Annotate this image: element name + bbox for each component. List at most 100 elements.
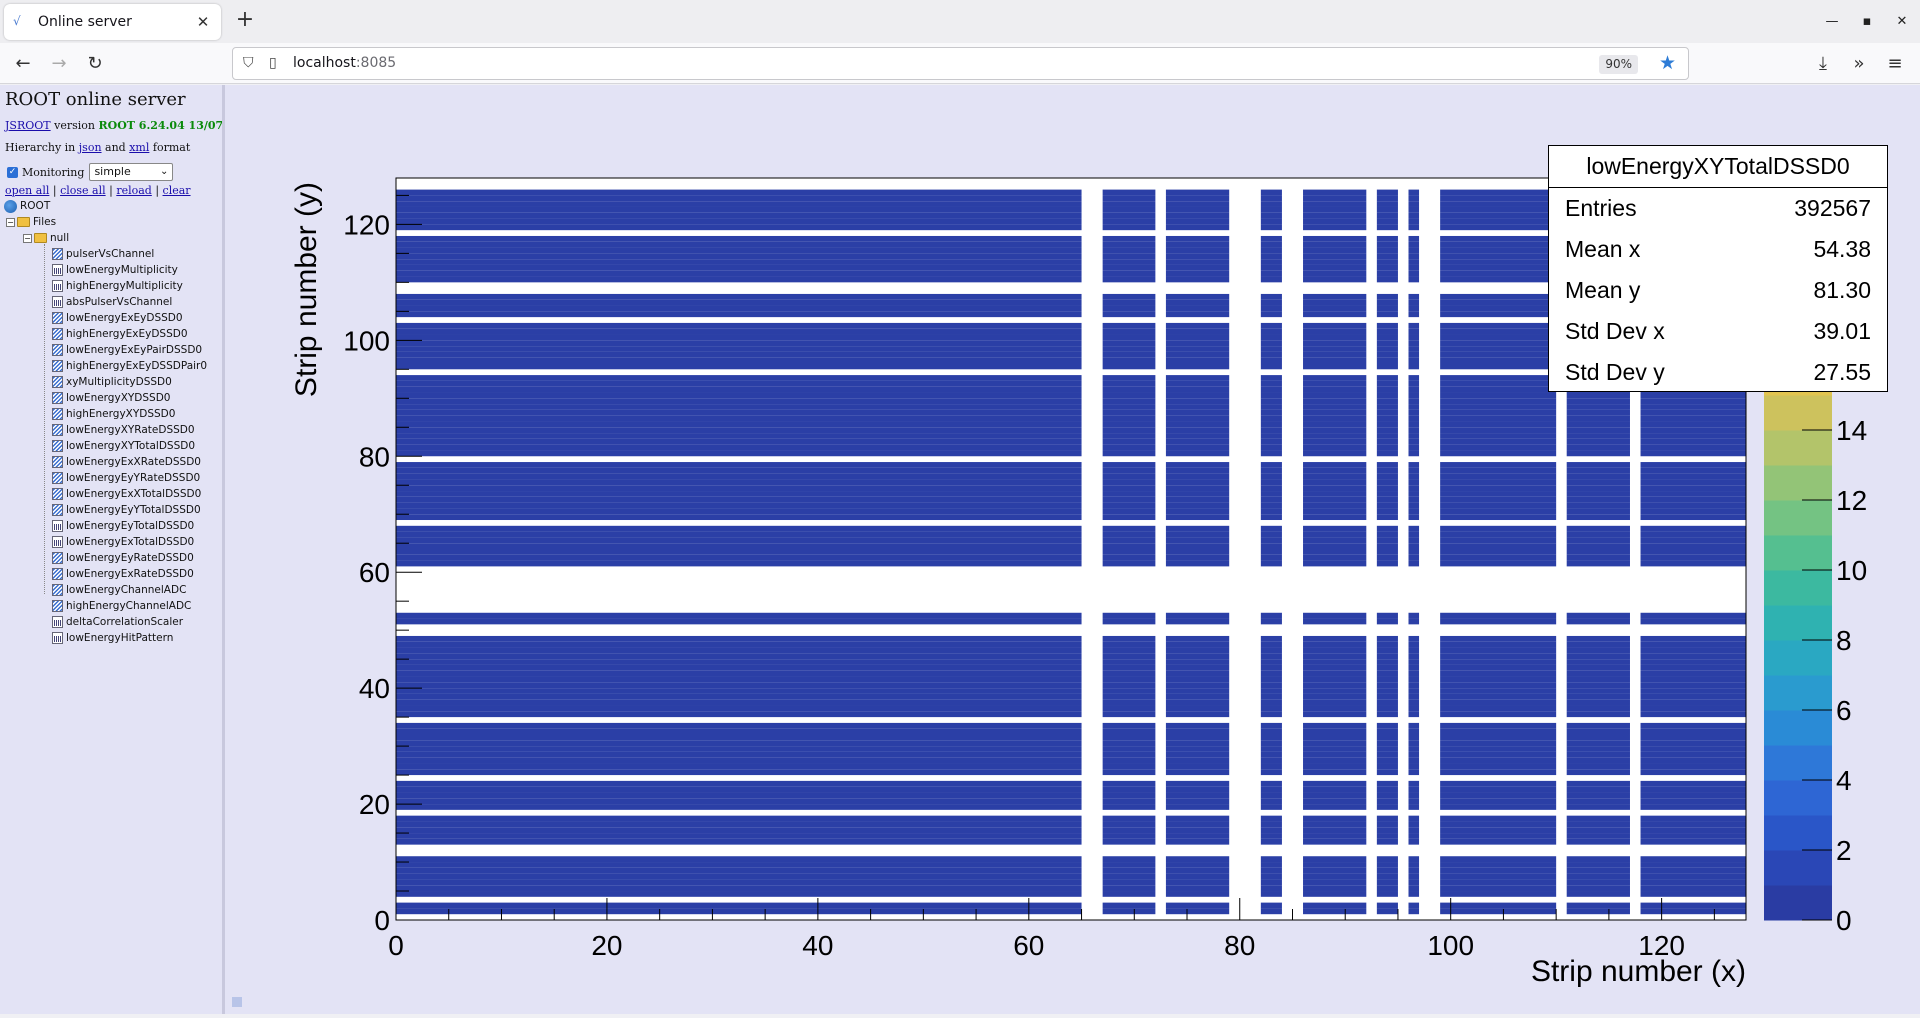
tree-item-lowEnergyEyYRateDSSD0[interactable]: lowEnergyEyYRateDSSD0: [52, 470, 200, 486]
url-bar[interactable]: ⛉ ▯ localhost:8085 90% ★: [232, 47, 1689, 80]
plot-canvas[interactable]: 0 20 40 60 80 100 120 0 20 40 60 80 100 120 Strip nu…: [228, 85, 1920, 1014]
back-arrow-icon[interactable]: ←: [15, 53, 31, 74]
json-link[interactable]: json: [78, 141, 102, 154]
shield-icon[interactable]: ⛉: [243, 55, 254, 71]
heatmap-bin: [1303, 259, 1367, 265]
tree-node-root[interactable]: ROOT: [4, 198, 50, 214]
heatmap-bin: [1440, 746, 1557, 752]
tree-item-highEnergyExEyDSSDPair0[interactable]: highEnergyExEyDSSDPair0: [52, 358, 207, 374]
maximize-icon[interactable]: ▪: [1862, 14, 1872, 29]
heatmap-bin: [1440, 879, 1557, 886]
window-close-icon[interactable]: ✕: [1896, 14, 1908, 29]
tab-online-server[interactable]: √ Online server ✕: [4, 4, 221, 40]
tree-node-null[interactable]: − null: [23, 230, 69, 246]
open-all-link[interactable]: open all: [5, 184, 50, 197]
tree-item-deltaCorrelationScaler[interactable]: deltaCorrelationScaler: [52, 614, 183, 630]
tree-item-lowEnergyExRateDSSD0[interactable]: lowEnergyExRateDSSD0: [52, 566, 194, 582]
heatmap-bin: [1102, 693, 1156, 700]
heatmap-bin: [1102, 635, 1156, 642]
stats-label: Mean y: [1565, 277, 1641, 303]
tree-item-absPulserVsChannel[interactable]: absPulserVsChannel: [52, 294, 172, 310]
bookmark-star-icon[interactable]: ★: [1658, 52, 1676, 74]
tree-item-lowEnergyExEyDSSD0[interactable]: lowEnergyExEyDSSD0: [52, 310, 183, 326]
heatmap-bin: [1440, 375, 1557, 381]
heatmap-bin: [1303, 415, 1367, 422]
stats-row: Mean x 54.38: [1549, 229, 1887, 270]
reload-link[interactable]: reload: [116, 184, 152, 197]
tree-node-files[interactable]: − Files: [6, 214, 56, 230]
heatmap-bin: [1440, 496, 1557, 503]
tree-item-lowEnergyExTotalDSSD0[interactable]: lowEnergyExTotalDSSD0: [52, 534, 194, 550]
heatmap-bin: [1566, 734, 1630, 741]
heatmap-bin: [1408, 259, 1420, 265]
tree-item-highEnergyExEyDSSD0[interactable]: highEnergyExEyDSSD0: [52, 326, 188, 342]
download-icon[interactable]: ⤓: [1819, 53, 1827, 74]
stats-box[interactable]: lowEnergyXYTotalDSSD0 Entries 392567 Mean …: [1548, 145, 1888, 392]
heatmap-bin: [1165, 722, 1230, 729]
heatmap-bin: [1102, 699, 1156, 706]
tree-item-pulserVsChannel[interactable]: pulserVsChannel: [52, 246, 154, 262]
heatmap-bin: [1165, 386, 1230, 393]
heatmap-bin: [1165, 421, 1230, 428]
heatmap-bin: [1376, 786, 1398, 793]
heatmap-bin: [1408, 386, 1420, 393]
heatmap-bin: [1640, 722, 1746, 729]
collapse-icon[interactable]: −: [23, 233, 32, 243]
reload-icon[interactable]: ↻: [87, 53, 103, 74]
clear-link[interactable]: clear: [162, 184, 191, 197]
tree-item-lowEnergyHitPattern[interactable]: lowEnergyHitPattern: [52, 630, 173, 646]
monitoring-mode-select[interactable]: simple ⌄: [89, 163, 174, 181]
page-icon[interactable]: ▯: [269, 55, 277, 71]
minimize-icon[interactable]: —: [1825, 14, 1839, 29]
heatmap-bin: [1303, 618, 1367, 625]
heatmap-bin: [1165, 757, 1230, 764]
heatmap-bin: [1408, 462, 1420, 468]
monitoring-checkbox[interactable]: ✓: [7, 166, 18, 178]
heatmap-bin: [1566, 908, 1630, 915]
heatmap-bin: [1566, 856, 1630, 863]
tree-item-lowEnergyMultiplicity[interactable]: lowEnergyMultiplicity: [52, 262, 178, 278]
tree-item-lowEnergyXYRateDSSD0[interactable]: lowEnergyXYRateDSSD0: [52, 422, 195, 438]
tree-item-xyMultiplicityDSSD0[interactable]: xyMultiplicityDSSD0: [52, 374, 172, 390]
zoom-badge[interactable]: 90%: [1599, 55, 1638, 74]
heatmap-bin: [1640, 398, 1746, 405]
stats-value: 27.55: [1813, 359, 1871, 385]
xml-link[interactable]: xml: [129, 141, 150, 154]
resize-handle[interactable]: [232, 997, 242, 1007]
close-all-link[interactable]: close all: [60, 184, 106, 197]
heatmap-bin: [1440, 409, 1557, 416]
heatmap-bin: [1376, 293, 1398, 300]
jsroot-link[interactable]: JSROOT: [5, 119, 51, 132]
heatmap-bin: [1165, 496, 1230, 503]
tree-item-lowEnergyExXRateDSSD0[interactable]: lowEnergyExXRateDSSD0: [52, 454, 201, 470]
tree-item-lowEnergyExXTotalDSSD0[interactable]: lowEnergyExXTotalDSSD0: [52, 486, 201, 502]
tree-item-lowEnergyEyRateDSSD0[interactable]: lowEnergyEyRateDSSD0: [52, 550, 194, 566]
heatmap-bin: [1408, 891, 1420, 897]
tree-item-lowEnergyEyYTotalDSSD0[interactable]: lowEnergyEyYTotalDSSD0: [52, 502, 201, 518]
tree-item-highEnergyChannelADC[interactable]: highEnergyChannelADC: [52, 598, 191, 614]
url-text[interactable]: localhost:8085: [293, 55, 396, 71]
tree-item-highEnergyXYDSSD0[interactable]: highEnergyXYDSSD0: [52, 406, 175, 422]
heatmap-bin: [1640, 786, 1746, 793]
tree-item-lowEnergyEyTotalDSSD0[interactable]: lowEnergyEyTotalDSSD0: [52, 518, 194, 534]
heatmap-bin: [1440, 253, 1557, 260]
monitoring-row: ✓ Monitoring simple ⌄: [7, 163, 174, 181]
tree-item-lowEnergyExEyPairDSSD0[interactable]: lowEnergyExEyPairDSSD0: [52, 342, 202, 358]
tree-item-lowEnergyXYDSSD0[interactable]: lowEnergyXYDSSD0: [52, 390, 170, 406]
heatmap-bin: [1303, 786, 1367, 793]
new-tab-button[interactable]: +: [235, 7, 255, 32]
close-icon[interactable]: ✕: [196, 13, 210, 31]
menu-icon[interactable]: ≡: [1887, 53, 1903, 74]
heatmap-bin: [1303, 769, 1367, 776]
heatmap-bin: [396, 479, 1082, 486]
tree-item-highEnergyMultiplicity[interactable]: highEnergyMultiplicity: [52, 278, 183, 294]
histogram-icon: [52, 296, 63, 308]
tree-item-lowEnergyChannelADC[interactable]: lowEnergyChannelADC: [52, 582, 186, 598]
tree-item-lowEnergyXYTotalDSSD0[interactable]: lowEnergyXYTotalDSSD0: [52, 438, 195, 454]
heatmap-bin: [1440, 363, 1557, 370]
forward-arrow-icon[interactable]: →: [51, 53, 67, 74]
heatmap-bin: [1260, 433, 1282, 439]
overflow-chevrons-icon[interactable]: »: [1853, 53, 1865, 74]
collapse-icon[interactable]: −: [6, 217, 15, 227]
heatmap-bin: [1376, 404, 1398, 410]
